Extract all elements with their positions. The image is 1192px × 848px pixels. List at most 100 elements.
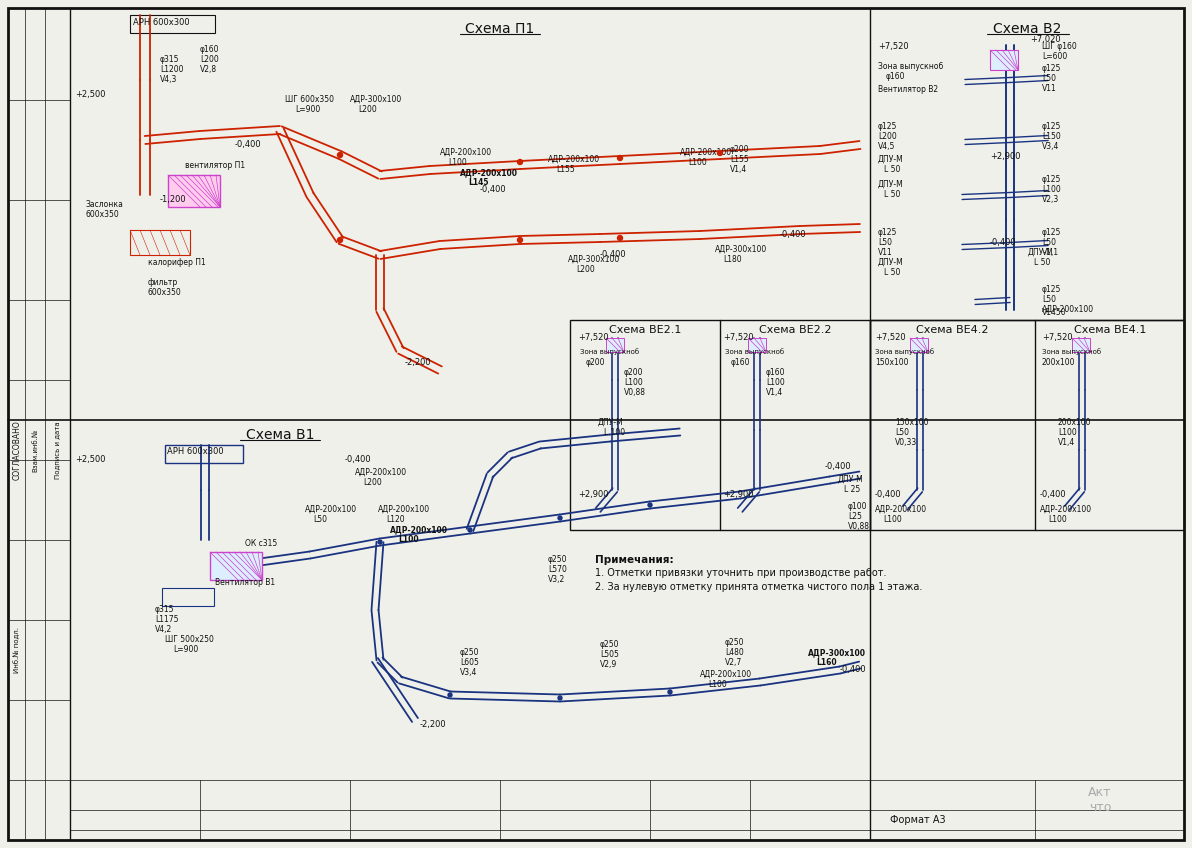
Circle shape	[468, 528, 472, 532]
Text: +2,500: +2,500	[75, 455, 106, 464]
Text: -0,400: -0,400	[344, 455, 372, 464]
Text: L 50: L 50	[884, 190, 900, 199]
Text: L50: L50	[1042, 74, 1056, 83]
Text: АДР-200х100: АДР-200х100	[1042, 305, 1094, 314]
Bar	[749, 338, 766, 352]
Text: V2,8: V2,8	[200, 65, 217, 74]
Text: L50: L50	[895, 428, 909, 437]
Text: Зона выпускноб: Зона выпускноб	[875, 348, 935, 354]
Circle shape	[558, 696, 561, 700]
Text: L505: L505	[600, 650, 619, 659]
Text: L100: L100	[883, 515, 902, 524]
Text: +7,520: +7,520	[1042, 333, 1073, 342]
Text: -0,400: -0,400	[840, 665, 867, 674]
Text: +7,520: +7,520	[578, 333, 609, 342]
Text: Схема В2: Схема В2	[993, 22, 1061, 36]
Text: V2,9: V2,9	[600, 660, 617, 669]
Text: V1,4: V1,4	[1058, 438, 1075, 447]
Text: АДР-200х100: АДР-200х100	[355, 468, 408, 477]
Text: АРН 600х300: АРН 600х300	[167, 447, 224, 456]
Text: ШГ 500х250: ШГ 500х250	[164, 635, 213, 644]
Text: φ200: φ200	[623, 368, 644, 377]
Text: L155: L155	[555, 165, 575, 174]
Text: +2,900: +2,900	[724, 490, 753, 499]
Text: V3,4: V3,4	[1042, 142, 1060, 151]
Text: +2,900: +2,900	[578, 490, 608, 499]
Text: L 100: L 100	[604, 428, 625, 437]
Text: Вентилятор В2: Вентилятор В2	[879, 85, 938, 94]
Circle shape	[337, 153, 342, 158]
Text: Заслонка: Заслонка	[85, 200, 123, 209]
Text: Зона выпускноб: Зона выпускноб	[879, 62, 943, 71]
Text: -2,200: -2,200	[405, 358, 432, 367]
Text: L 25: L 25	[844, 485, 861, 494]
Circle shape	[718, 150, 722, 155]
Text: 1. Отметки привязки уточнить при производстве работ.: 1. Отметки привязки уточнить при произво…	[595, 568, 887, 578]
Text: V11: V11	[879, 248, 893, 257]
Text: L570: L570	[548, 565, 567, 574]
Text: φ125: φ125	[879, 228, 898, 237]
Text: СОГЛАСОВАНО: СОГЛАСОВАНО	[12, 420, 21, 480]
Text: L50: L50	[879, 238, 892, 247]
Text: 2. За нулевую отметку принята отметка чистого пола 1 этажа.: 2. За нулевую отметку принята отметка чи…	[595, 582, 923, 592]
Text: АДР-300х100: АДР-300х100	[808, 648, 867, 657]
Text: Зона выпускноб: Зона выпускноб	[581, 348, 639, 354]
Circle shape	[337, 237, 342, 243]
Bar	[164, 445, 243, 463]
Text: Схема П1: Схема П1	[465, 22, 535, 36]
Text: V4,3: V4,3	[160, 75, 178, 84]
Text: L605: L605	[460, 658, 479, 667]
Text: V0,88: V0,88	[848, 522, 870, 531]
Text: Акт
что: Акт что	[1088, 786, 1112, 814]
Text: L100: L100	[398, 535, 418, 544]
Text: АДР-200х100: АДР-200х100	[378, 505, 430, 514]
Text: Зона выпускноб: Зона выпускноб	[1042, 348, 1101, 354]
Bar	[130, 15, 215, 33]
Text: φ100: φ100	[848, 502, 868, 511]
Circle shape	[448, 693, 452, 697]
Text: L50: L50	[1042, 238, 1056, 247]
Text: 150х100: 150х100	[875, 358, 908, 367]
Text: φ125: φ125	[1042, 228, 1061, 237]
Text: V1,4: V1,4	[766, 388, 783, 397]
Text: φ125: φ125	[1042, 285, 1061, 294]
Text: L480: L480	[725, 648, 744, 657]
Text: L200: L200	[364, 478, 381, 487]
Text: Схема В1: Схема В1	[246, 428, 315, 442]
Text: φ160: φ160	[731, 358, 751, 367]
Text: V4,5: V4,5	[879, 142, 895, 151]
Text: ОК с315: ОК с315	[246, 539, 278, 548]
Text: L 50: L 50	[884, 268, 900, 277]
Text: АРН 600х300: АРН 600х300	[134, 18, 190, 27]
Text: V3,4: V3,4	[460, 668, 477, 677]
Text: L200: L200	[576, 265, 595, 274]
Text: L100: L100	[766, 378, 784, 387]
Text: АДР-200х100: АДР-200х100	[1039, 505, 1092, 514]
Text: φ160: φ160	[886, 72, 906, 81]
Text: L100: L100	[448, 158, 467, 167]
Text: L100: L100	[1058, 428, 1076, 437]
Circle shape	[517, 159, 522, 165]
Text: АДР-200х100: АДР-200х100	[305, 505, 358, 514]
Circle shape	[648, 503, 652, 507]
Text: 150х100: 150х100	[895, 418, 929, 427]
Text: ДПУ-М: ДПУ-М	[879, 155, 904, 164]
Circle shape	[668, 690, 672, 694]
Text: φ125: φ125	[1042, 64, 1061, 73]
Text: ДПУ-М: ДПУ-М	[1028, 248, 1054, 257]
Bar	[570, 320, 870, 530]
Text: ДПУ-М: ДПУ-М	[879, 258, 904, 267]
Circle shape	[617, 155, 622, 160]
Text: +7,520: +7,520	[875, 333, 906, 342]
Circle shape	[378, 540, 381, 544]
Text: ШГ φ160: ШГ φ160	[1042, 42, 1076, 51]
Text: Зона выпускноб: Зона выпускноб	[725, 348, 784, 354]
Text: L100: L100	[1048, 515, 1067, 524]
Text: φ250: φ250	[600, 640, 620, 649]
Bar	[1072, 338, 1089, 352]
Text: V2,3: V2,3	[1042, 195, 1060, 204]
Text: АДР-200х100: АДР-200х100	[460, 168, 519, 177]
Text: ДПУ-М: ДПУ-М	[879, 180, 904, 189]
Text: АДР-200х100: АДР-200х100	[440, 148, 492, 157]
Text: L1200: L1200	[160, 65, 184, 74]
